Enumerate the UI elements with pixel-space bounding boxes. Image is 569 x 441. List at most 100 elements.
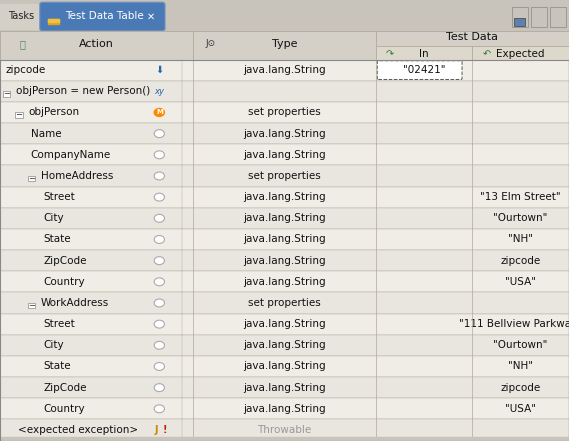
- Bar: [0, 419, 569, 441]
- Bar: [0, 229, 569, 250]
- Circle shape: [154, 299, 164, 307]
- Bar: [28, 303, 35, 308]
- Text: Street: Street: [43, 319, 75, 329]
- Text: "Ourtown": "Ourtown": [493, 340, 548, 350]
- Circle shape: [154, 130, 164, 138]
- Text: Throwable: Throwable: [257, 425, 312, 435]
- Text: java.lang.String: java.lang.String: [243, 277, 326, 287]
- Bar: [0, 356, 569, 377]
- Text: M: M: [156, 109, 163, 116]
- Circle shape: [154, 193, 164, 201]
- Text: ↶: ↶: [483, 49, 490, 59]
- Text: "Ourtown": "Ourtown": [493, 213, 548, 223]
- Bar: [0, 165, 569, 187]
- Text: City: City: [43, 340, 64, 350]
- Text: java.lang.String: java.lang.String: [243, 319, 326, 329]
- Circle shape: [154, 341, 164, 349]
- Text: ⬇: ⬇: [155, 65, 163, 75]
- Bar: [48, 19, 59, 24]
- Text: Tasks: Tasks: [8, 11, 34, 21]
- Text: J: J: [155, 425, 158, 435]
- Text: −: −: [15, 110, 23, 120]
- Bar: [0, 208, 569, 229]
- Bar: [376, 46, 472, 60]
- Bar: [0, 335, 569, 356]
- Text: Country: Country: [43, 277, 85, 287]
- Text: objPerson = new Person(): objPerson = new Person(): [16, 86, 150, 96]
- Bar: [0, 292, 569, 314]
- Text: java.lang.String: java.lang.String: [243, 129, 326, 138]
- Bar: [0, 102, 569, 123]
- Bar: [0, 0, 569, 31]
- Text: Type: Type: [272, 39, 297, 49]
- Bar: [28, 176, 35, 181]
- Text: CompanyName: CompanyName: [31, 150, 111, 160]
- Text: Name: Name: [31, 129, 61, 138]
- Circle shape: [154, 214, 164, 222]
- Text: −: −: [28, 174, 35, 183]
- Text: ↷: ↷: [386, 49, 394, 59]
- Text: Expected: Expected: [496, 49, 545, 59]
- Text: WorkAddress: WorkAddress: [41, 298, 109, 308]
- Text: "111 Bellview Parkway": "111 Bellview Parkway": [459, 319, 569, 329]
- Circle shape: [154, 405, 164, 413]
- Text: zipcode: zipcode: [501, 383, 541, 392]
- Bar: [3, 91, 10, 97]
- Text: !: !: [163, 425, 167, 435]
- Circle shape: [154, 151, 164, 159]
- Text: java.lang.String: java.lang.String: [243, 340, 326, 350]
- Text: J⊙: J⊙: [205, 39, 216, 48]
- Circle shape: [154, 257, 164, 265]
- Bar: [514, 18, 525, 26]
- FancyBboxPatch shape: [40, 2, 165, 31]
- Bar: [0, 314, 569, 335]
- Text: Street: Street: [43, 192, 75, 202]
- Circle shape: [154, 384, 164, 392]
- Text: Test Data Table: Test Data Table: [65, 11, 144, 21]
- Bar: [0, 250, 569, 271]
- Text: java.lang.String: java.lang.String: [243, 213, 326, 223]
- Text: java.lang.String: java.lang.String: [243, 192, 326, 202]
- Bar: [472, 46, 569, 60]
- Bar: [531, 7, 547, 27]
- Text: java.lang.String: java.lang.String: [243, 383, 326, 392]
- Bar: [0, 60, 569, 441]
- Text: java.lang.String: java.lang.String: [243, 235, 326, 244]
- Bar: [0, 81, 569, 102]
- Text: State: State: [43, 235, 71, 244]
- FancyBboxPatch shape: [377, 61, 462, 79]
- Bar: [0, 123, 569, 144]
- Text: java.lang.String: java.lang.String: [243, 150, 326, 160]
- Text: java.lang.String: java.lang.String: [243, 362, 326, 371]
- Bar: [550, 7, 566, 27]
- Text: set properties: set properties: [248, 298, 321, 308]
- Text: set properties: set properties: [248, 108, 321, 117]
- Text: "13 Elm Street": "13 Elm Street": [480, 192, 561, 202]
- Bar: [15, 112, 23, 118]
- Text: java.lang.String: java.lang.String: [243, 65, 326, 75]
- Text: State: State: [43, 362, 71, 371]
- Bar: [0, 31, 569, 75]
- Text: ZipCode: ZipCode: [43, 256, 86, 265]
- Circle shape: [154, 108, 164, 116]
- Text: −: −: [3, 89, 10, 98]
- Bar: [193, 31, 376, 60]
- Bar: [48, 19, 59, 22]
- Bar: [0, 437, 569, 441]
- Text: "USA": "USA": [505, 404, 536, 414]
- Text: "NH": "NH": [508, 235, 533, 244]
- Bar: [0, 271, 569, 292]
- Text: HomeAddress: HomeAddress: [41, 171, 113, 181]
- Circle shape: [154, 320, 164, 328]
- Bar: [0, 187, 569, 208]
- Text: set properties: set properties: [248, 171, 321, 181]
- Text: <expected exception>: <expected exception>: [18, 425, 138, 435]
- Text: "USA": "USA": [505, 277, 536, 287]
- Text: Test Data: Test Data: [446, 33, 498, 42]
- Text: In: In: [419, 49, 428, 59]
- Text: 🗋: 🗋: [20, 39, 26, 49]
- Circle shape: [154, 235, 164, 243]
- Text: −: −: [28, 301, 35, 310]
- Text: zipcode: zipcode: [6, 65, 46, 75]
- Text: java.lang.String: java.lang.String: [243, 404, 326, 414]
